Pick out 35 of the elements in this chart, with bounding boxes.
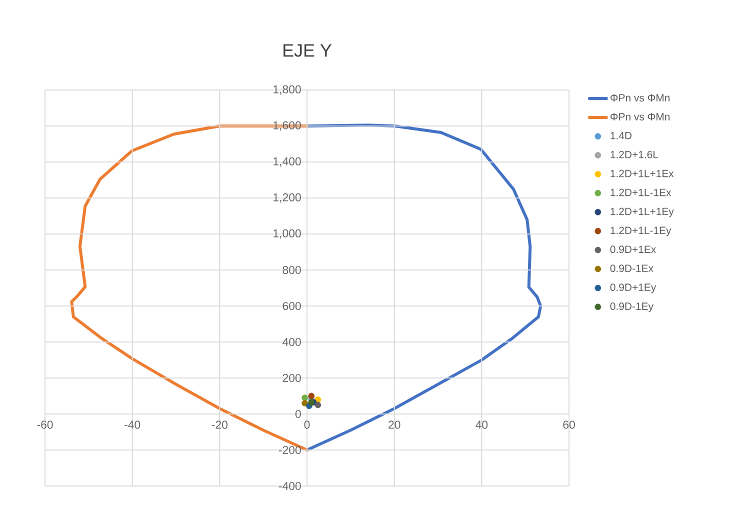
- y-tick-label: 800: [282, 266, 301, 274]
- legend-label: 0.9D+1Ex: [610, 246, 656, 254]
- legend-label: 0.9D-1Ey: [610, 302, 654, 312]
- y-tick-label: 200: [282, 374, 301, 382]
- point: [302, 394, 308, 401]
- y-tick-label: 1,200: [274, 193, 301, 203]
- y-tick-label: 1,400: [274, 157, 301, 167]
- x-tick-label: -40: [124, 420, 140, 429]
- x-tick-label: -60: [37, 420, 53, 429]
- x-tick-label: 0: [304, 420, 310, 429]
- y-tick-label: 400: [282, 338, 301, 346]
- y-tick-label: 1,000: [274, 229, 301, 239]
- chart-title: EJE Y: [284, 44, 332, 57]
- y-tick-label: 600: [282, 302, 301, 310]
- legend-label: ΦPn vs ΦMn: [610, 94, 670, 102]
- y-tick-label: 0: [295, 410, 301, 418]
- legend-label: 1.2D+1L+1Ey: [610, 208, 674, 218]
- x-tick-label: 60: [563, 420, 575, 429]
- legend-label: 1.2D+1L+1Ex: [610, 170, 674, 178]
- legend-label: 0.9D-1Ex: [610, 264, 654, 272]
- legend-label: 1.2D+1.6L: [610, 150, 658, 158]
- legend-label: 1.2D+1L-1Ey: [610, 226, 672, 236]
- legend-label: 0.9D+1Ey: [610, 284, 656, 294]
- line-series: [306, 124, 542, 452]
- x-tick-label: -20: [212, 420, 228, 429]
- y-tick-label: -200: [278, 446, 301, 454]
- x-tick-label: 40: [476, 420, 488, 429]
- point: [302, 400, 308, 406]
- y-tick-label: 1,800: [274, 85, 301, 95]
- y-tick-label: -400: [278, 482, 301, 490]
- legend-label: 1.2D+1L-1Ex: [610, 188, 672, 196]
- legend-label: ΦPn vs ΦMn: [610, 113, 670, 120]
- legend-label: 1.4D: [610, 132, 632, 140]
- x-tick-label: 20: [388, 420, 400, 429]
- point: [314, 402, 322, 408]
